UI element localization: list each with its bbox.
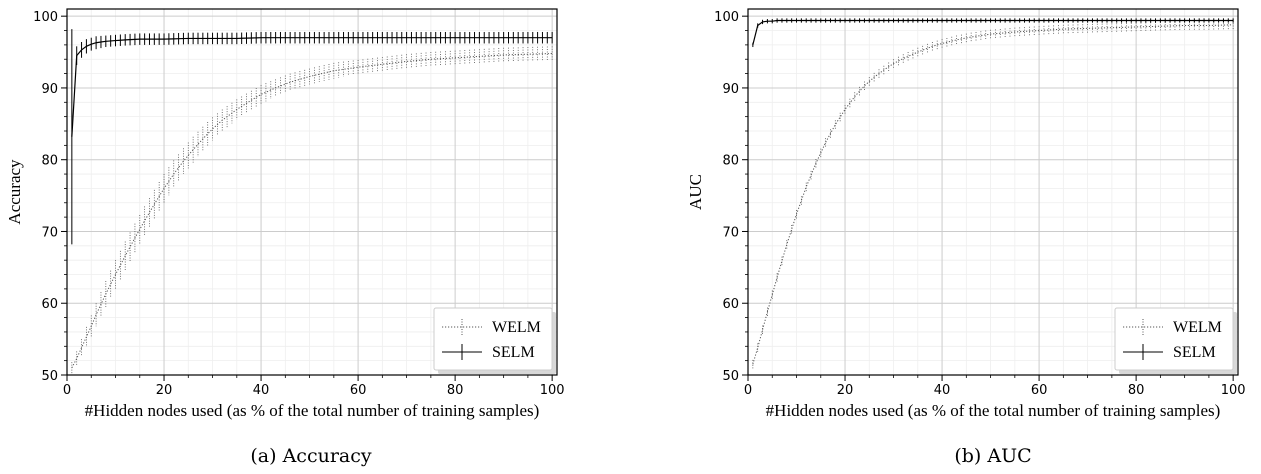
- series-selm: [71, 29, 553, 245]
- legend-label-welm: WELM: [492, 319, 541, 336]
- plot-frame: [747, 8, 1239, 376]
- x-tick-label: 60: [350, 383, 367, 398]
- x-tick-label: 40: [934, 383, 951, 398]
- y-tick-label: 60: [722, 297, 739, 312]
- legend: WELM SELM: [433, 307, 556, 374]
- x-tick-label: 0: [744, 383, 752, 398]
- subfigure-caption: (b) AUC: [954, 445, 1031, 467]
- legend: WELM SELM: [1114, 307, 1237, 374]
- series-line: [752, 24, 1234, 365]
- legend-box: [1114, 307, 1234, 371]
- legend-box: [433, 307, 553, 371]
- legend-label-selm: SELM: [492, 344, 535, 361]
- x-tick-label: 60: [1031, 383, 1048, 398]
- y-tick-label: 60: [41, 297, 58, 312]
- subfigure-caption: (a) Accuracy: [250, 445, 371, 467]
- y-tick-label: 80: [41, 154, 58, 169]
- y-axis-title: Accuracy: [5, 159, 24, 225]
- x-tick-label: 80: [1128, 383, 1145, 398]
- series-selm: [752, 18, 1234, 48]
- y-axis-title: AUC: [686, 174, 705, 210]
- x-tick-label: 40: [253, 383, 270, 398]
- y-tick-label: 100: [714, 10, 739, 25]
- legend-label-welm: WELM: [1173, 319, 1222, 336]
- y-tick-label: 90: [41, 82, 58, 97]
- plot-frame: [66, 8, 558, 376]
- series-line: [752, 19, 1234, 46]
- y-tick-label: 90: [722, 82, 739, 97]
- x-axis-title: #Hidden nodes used (as % of the total nu…: [766, 401, 1221, 420]
- x-tick-label: 20: [156, 383, 173, 398]
- legend-label-selm: SELM: [1173, 344, 1216, 361]
- series-line: [71, 37, 553, 137]
- x-tick-label: 0: [63, 383, 71, 398]
- y-tick-label: 70: [722, 225, 739, 240]
- y-tick-label: 50: [722, 369, 739, 384]
- x-tick-label: 100: [540, 383, 565, 398]
- x-tick-label: 20: [837, 383, 854, 398]
- x-tick-label: 100: [1221, 383, 1246, 398]
- y-tick-label: 50: [41, 369, 58, 384]
- y-tick-label: 70: [41, 225, 58, 240]
- x-axis-title: #Hidden nodes used (as % of the total nu…: [85, 401, 540, 420]
- y-tick-label: 80: [722, 154, 739, 169]
- series-welm: [71, 46, 553, 374]
- y-tick-label: 100: [33, 10, 58, 25]
- series-welm: [752, 20, 1234, 369]
- x-tick-label: 80: [447, 383, 464, 398]
